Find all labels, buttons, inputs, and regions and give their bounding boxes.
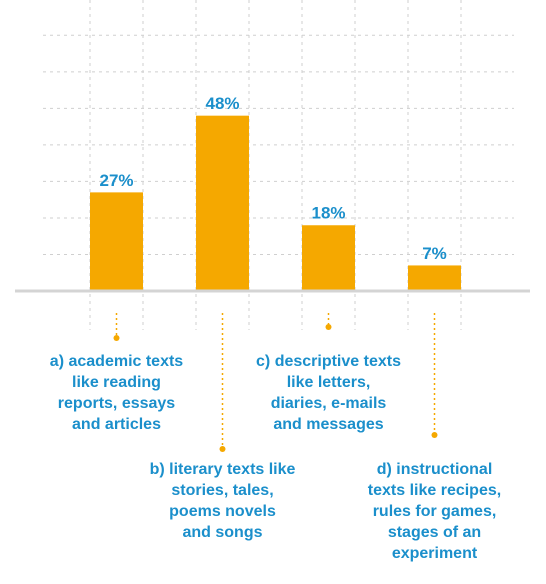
value-label: 27% — [99, 171, 133, 190]
value-label: 7% — [422, 244, 447, 263]
category-label: and songs — [182, 524, 262, 541]
category-label: experiment — [392, 545, 478, 562]
value-label: 48% — [205, 94, 239, 113]
category-label: b) literary texts like — [150, 461, 296, 478]
category-label: and messages — [273, 416, 383, 433]
connector-dot — [113, 335, 120, 341]
category-label: stages of an — [388, 524, 481, 541]
category-label: stories, tales, — [171, 482, 273, 499]
connector-dot — [431, 432, 438, 438]
category-label: d) instructional — [377, 461, 493, 478]
category-label: reports, essays — [58, 395, 176, 412]
category-label: rules for games, — [373, 503, 497, 520]
bar — [90, 192, 143, 291]
bar — [196, 115, 249, 292]
connector-dot — [325, 324, 332, 330]
value-label: 18% — [311, 204, 345, 223]
category-label: a) academic texts — [50, 353, 184, 370]
category-label: like reading — [72, 374, 161, 391]
bar — [302, 225, 355, 291]
category-label: and articles — [72, 416, 161, 433]
category-label: poems novels — [169, 503, 276, 520]
bar — [408, 265, 461, 291]
connector-dot — [219, 446, 226, 452]
category-label: diaries, e-mails — [271, 395, 387, 412]
category-label: c) descriptive texts — [256, 353, 401, 370]
category-label: texts like recipes, — [368, 482, 501, 499]
category-label: like letters, — [287, 374, 371, 391]
